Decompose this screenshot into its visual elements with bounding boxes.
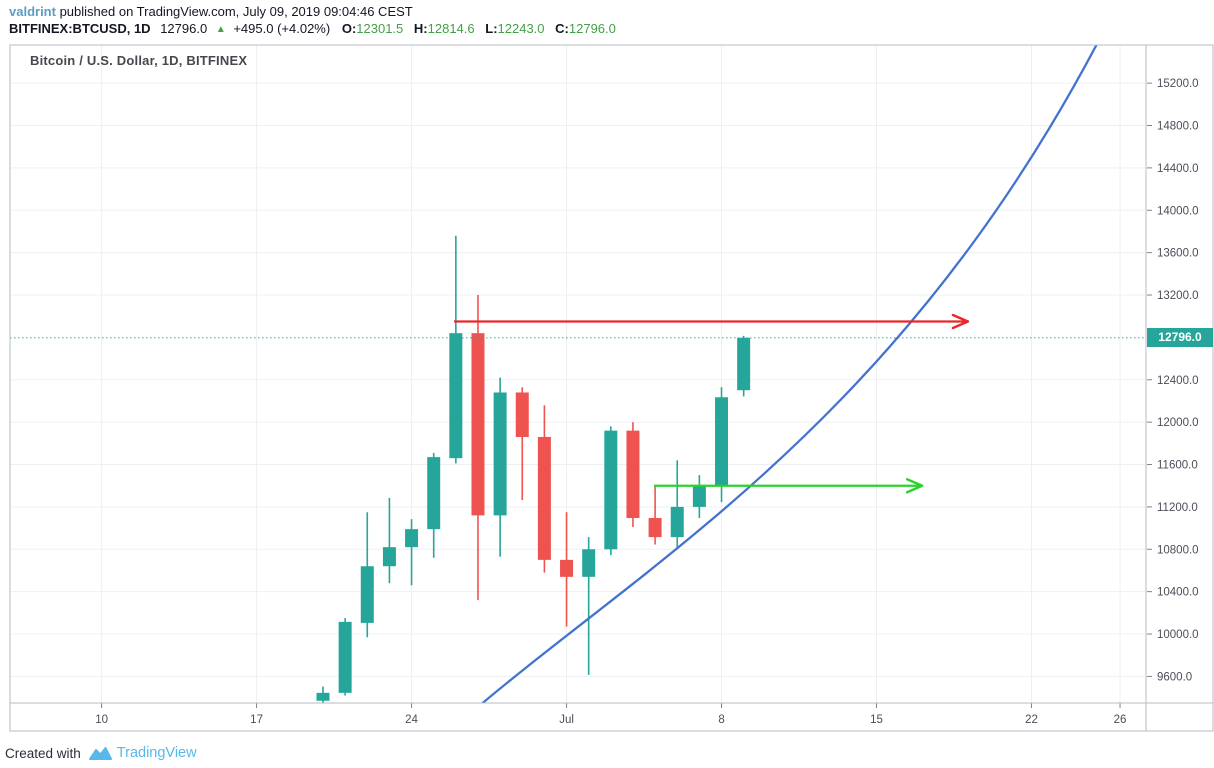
open-label: O: — [341, 21, 357, 36]
candle — [737, 335, 751, 397]
high-label: H: — [413, 21, 428, 36]
high-value: 12814.6 — [427, 21, 475, 36]
candle — [405, 519, 419, 586]
candlestick-series — [316, 235, 751, 703]
attribution-footer: Created with TradingView — [5, 741, 197, 765]
support-arrow-annotation[interactable] — [653, 478, 924, 494]
svg-text:14800.0: 14800.0 — [1157, 121, 1199, 133]
time-axis[interactable]: 10 17 24 Jul 8 15 22 26 — [95, 703, 1126, 726]
up-triangle-icon: ▲ — [215, 24, 226, 35]
svg-text:10000.0: 10000.0 — [1157, 629, 1199, 641]
svg-text:15200.0: 15200.0 — [1157, 78, 1199, 90]
candle — [537, 405, 551, 573]
tradingview-logo-icon — [88, 747, 112, 760]
candle — [582, 537, 596, 675]
candle — [493, 377, 507, 557]
svg-text:14400.0: 14400.0 — [1157, 163, 1199, 175]
ohlc-high: H:12814.6 — [414, 21, 475, 36]
svg-text:13600.0: 13600.0 — [1157, 248, 1199, 260]
gridlines — [10, 45, 1146, 703]
svg-text:15: 15 — [870, 714, 883, 726]
resistance-arrow-annotation[interactable] — [454, 313, 970, 330]
ohlc-low: L:12243.0 — [485, 21, 544, 36]
price-change: +495.0 (+4.02%) — [233, 21, 331, 36]
svg-text:11200.0: 11200.0 — [1157, 502, 1198, 514]
published-text: published on TradingView.com, July 09, 2… — [55, 4, 413, 19]
candle — [338, 618, 352, 696]
svg-text:13200.0: 13200.0 — [1157, 290, 1199, 302]
last-price-badge: 12796.0 — [1147, 328, 1213, 347]
candle — [626, 422, 640, 528]
svg-text:10800.0: 10800.0 — [1157, 544, 1199, 556]
footer-text: Created with — [5, 745, 81, 761]
candle — [427, 452, 441, 558]
svg-text:10: 10 — [95, 714, 108, 726]
candle — [604, 426, 618, 556]
candle — [382, 497, 396, 584]
svg-text:Jul: Jul — [559, 714, 574, 726]
candle — [670, 460, 684, 548]
symbol-quote-line: BITFINEX:BTCUSD, 1D 12796.0 ▲ +495.0 (+4… — [9, 21, 623, 36]
open-value: 12301.5 — [356, 21, 404, 36]
svg-text:26: 26 — [1114, 714, 1127, 726]
chart-title: Bitcoin / U.S. Dollar, 1D, BITFINEX — [30, 53, 248, 68]
svg-text:24: 24 — [405, 714, 418, 726]
author-link[interactable]: valdrint — [9, 4, 56, 19]
candle — [471, 295, 485, 601]
chart-frame — [9, 44, 1214, 732]
ohlc-open: O:12301.5 — [342, 21, 403, 36]
close-value: 12796.0 — [568, 21, 616, 36]
candle — [316, 686, 330, 703]
svg-text:22: 22 — [1025, 714, 1038, 726]
candle — [692, 475, 706, 519]
svg-text:12000.0: 12000.0 — [1157, 417, 1199, 429]
low-value: 12243.0 — [497, 21, 545, 36]
candle — [449, 235, 463, 464]
svg-text:14000.0: 14000.0 — [1157, 205, 1199, 217]
candle — [715, 387, 729, 503]
candle — [560, 512, 574, 627]
tradingview-brand-link[interactable]: TradingView — [116, 745, 197, 761]
ohlc-close: C:12796.0 — [555, 21, 616, 36]
price-axis[interactable]: 15200.0 14800.0 14400.0 14000.0 13600.0 13200… — [1147, 78, 1199, 683]
symbol-name: BITFINEX:BTCUSD, 1D — [9, 21, 151, 36]
publish-header: valdrint published on TradingView.com, J… — [9, 4, 413, 19]
last-price-value: 12796.0 — [160, 21, 208, 36]
svg-text:9600.0: 9600.0 — [1157, 671, 1192, 683]
svg-text:8: 8 — [718, 714, 724, 726]
candle — [648, 486, 662, 545]
parabolic-curve-annotation[interactable] — [472, 38, 1100, 712]
svg-text:10400.0: 10400.0 — [1157, 587, 1199, 599]
svg-text:12400.0: 12400.0 — [1157, 375, 1199, 387]
candle — [360, 512, 374, 638]
low-label: L: — [485, 21, 498, 36]
candle — [515, 387, 529, 501]
svg-text:11600.0: 11600.0 — [1157, 460, 1198, 472]
svg-text:17: 17 — [250, 714, 263, 726]
close-label: C: — [555, 21, 569, 36]
